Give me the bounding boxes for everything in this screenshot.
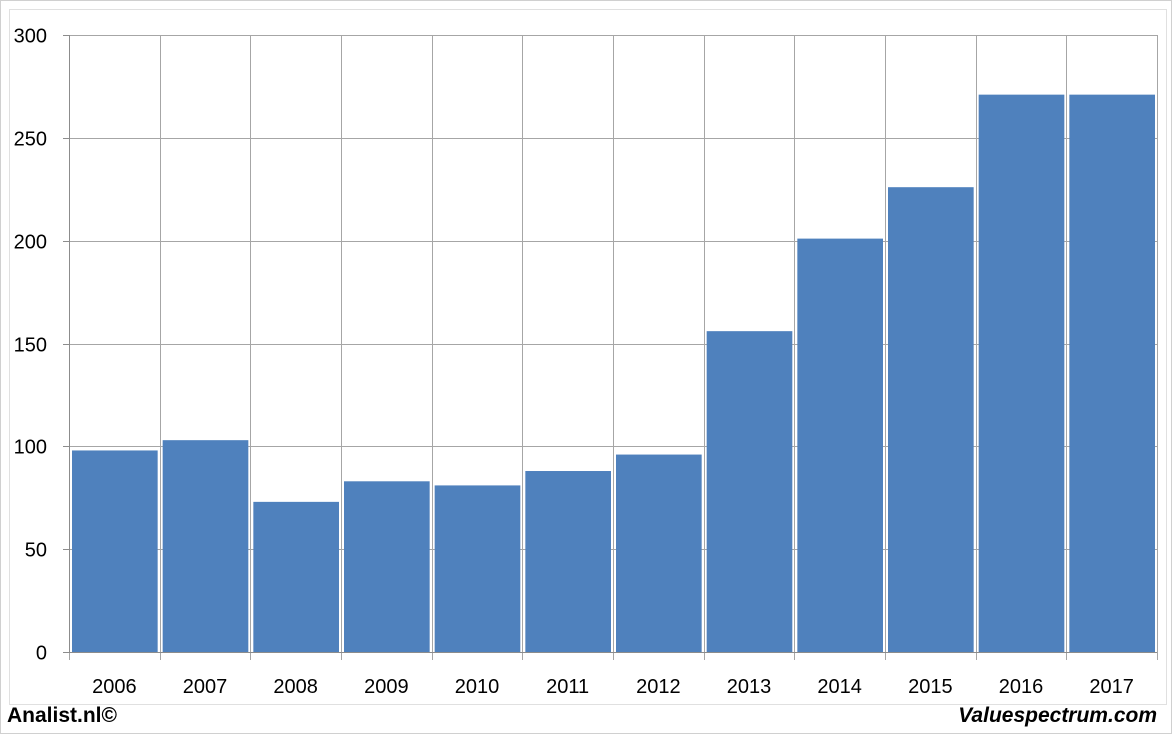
y-tick-label: 0 — [36, 643, 47, 665]
bar-chart: 0 50 100 150 200 250 300 2006 2007 2008 2009 2010 20… — [14, 26, 1158, 698]
y-tick-label: 200 — [14, 232, 47, 254]
y-tick-label: 150 — [14, 335, 47, 357]
bar-2016 — [978, 94, 1065, 653]
y-tick-label: 100 — [14, 437, 47, 459]
x-tick-label: 2008 — [273, 676, 318, 698]
x-tick-label: 2017 — [1089, 676, 1134, 698]
bar-2011 — [525, 471, 611, 652]
x-tick-label: 2016 — [999, 676, 1044, 698]
site-credit: Valuespectrum.com — [958, 704, 1157, 727]
x-tick-label: 2011 — [546, 676, 589, 698]
bar-2008 — [253, 501, 339, 652]
bar-2007 — [162, 440, 249, 652]
bar-2012 — [616, 454, 702, 652]
source-credit: Analist.nl© — [7, 704, 117, 727]
y-tick-label: 50 — [25, 540, 47, 562]
bar-2006 — [72, 450, 158, 652]
bar-2017 — [1069, 94, 1155, 653]
x-tick-label: 2012 — [636, 676, 681, 698]
x-tick-label: 2010 — [455, 676, 500, 698]
y-tick-label: 250 — [14, 129, 47, 151]
bar-2013 — [706, 331, 793, 652]
x-tick-label: 2015 — [908, 676, 953, 698]
x-tick-label: 2013 — [727, 676, 772, 698]
bar-2009 — [344, 481, 430, 652]
x-tick-label: 2007 — [183, 676, 228, 698]
bar-2015 — [888, 187, 974, 652]
y-tick-label: 300 — [14, 26, 47, 48]
bar-2010 — [434, 485, 521, 652]
bar-2014 — [797, 238, 883, 653]
x-tick-label: 2014 — [817, 676, 862, 698]
x-tick-label: 2009 — [364, 676, 409, 698]
x-tick-label: 2006 — [92, 676, 137, 698]
